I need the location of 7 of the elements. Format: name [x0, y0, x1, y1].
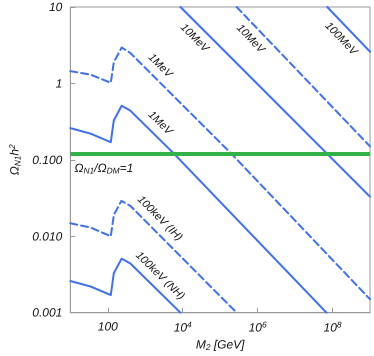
y-tick-label: 1	[56, 76, 62, 90]
y-axis-title: ΩN1h2	[7, 144, 22, 176]
y-tick-label: 0.001	[32, 306, 62, 320]
x-tick-label: 100	[98, 320, 118, 334]
y-tick-label: 10	[48, 0, 63, 14]
y-tick-label: 0.010	[32, 229, 63, 244]
y-tick-label: 0.100	[32, 152, 63, 167]
